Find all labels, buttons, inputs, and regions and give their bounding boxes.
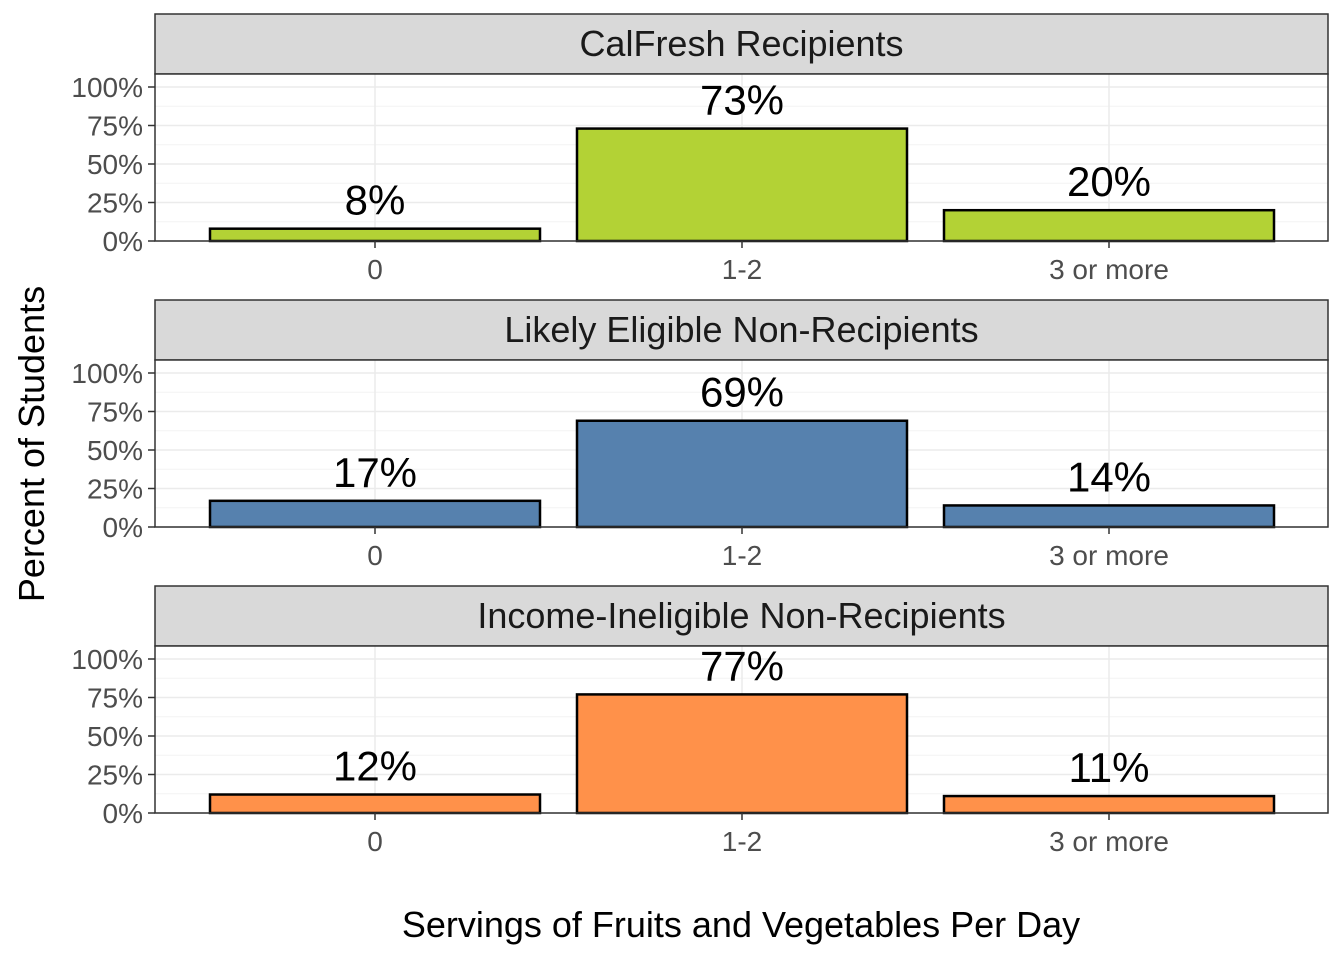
bar <box>208 793 542 815</box>
bar-value-label: 77% <box>700 642 784 689</box>
y-tick-label: 100% <box>71 358 143 389</box>
y-tick-label: 100% <box>71 644 143 675</box>
y-tick-label: 25% <box>87 188 143 219</box>
panel: Likely Eligible Non-Recipients 0% 25% 50% 75… <box>71 299 1329 571</box>
y-axis-title: Percent of Students <box>11 286 52 602</box>
panel-title: Income-Ineligible Non-Recipients <box>477 595 1005 636</box>
y-tick-label: 0% <box>103 226 143 257</box>
y-tick-label: 50% <box>87 435 143 466</box>
y-tick-label: 75% <box>87 397 143 428</box>
bar <box>575 127 909 243</box>
y-tick-label: 50% <box>87 149 143 180</box>
bar <box>208 227 542 243</box>
x-axis-title: Servings of Fruits and Vegetables Per Da… <box>402 904 1080 945</box>
bar <box>942 504 1276 529</box>
x-tick-label: 3 or more <box>1049 254 1169 285</box>
y-tick-label: 75% <box>87 111 143 142</box>
panel: CalFresh Recipients 0% 25% 50% 75% 100% 8% 73% 2… <box>71 13 1329 285</box>
panels: CalFresh Recipients 0% 25% 50% 75% 100% 8% 73% 2… <box>71 13 1329 857</box>
y-tick-label: 50% <box>87 721 143 752</box>
bar <box>942 794 1276 815</box>
bar <box>942 208 1276 243</box>
panel-title: CalFresh Recipients <box>579 23 903 64</box>
x-tick-label: 0 <box>367 254 383 285</box>
y-tick-label: 25% <box>87 760 143 791</box>
panel-strip <box>154 13 1329 75</box>
panel-strip <box>154 299 1329 361</box>
bar-value-label: 69% <box>700 369 784 416</box>
bar-value-label: 17% <box>333 449 417 496</box>
x-tick-label: 3 or more <box>1049 540 1169 571</box>
bar-value-label: 11% <box>1069 744 1150 791</box>
bar-value-label: 73% <box>700 77 784 124</box>
x-tick-label: 1-2 <box>722 254 762 285</box>
y-tick-label: 0% <box>103 512 143 543</box>
x-tick-label: 0 <box>367 826 383 857</box>
x-tick-label: 3 or more <box>1049 826 1169 857</box>
bar <box>575 693 909 815</box>
x-tick-label: 1-2 <box>722 540 762 571</box>
y-tick-label: 0% <box>103 798 143 829</box>
bar-value-label: 8% <box>345 177 406 224</box>
y-tick-label: 100% <box>71 72 143 103</box>
bar-value-label: 20% <box>1067 158 1151 205</box>
x-tick-label: 1-2 <box>722 826 762 857</box>
panel-title: Likely Eligible Non-Recipients <box>504 309 978 350</box>
bar-value-label: 12% <box>333 743 417 790</box>
panel: Income-Ineligible Non-Recipients 0% 25% 50%… <box>71 585 1329 857</box>
x-tick-label: 0 <box>367 540 383 571</box>
panel-strip <box>154 585 1329 647</box>
bar-value-label: 14% <box>1067 453 1151 500</box>
bar <box>575 419 909 529</box>
y-tick-label: 75% <box>87 683 143 714</box>
bar <box>208 499 542 529</box>
y-tick-label: 25% <box>87 474 143 505</box>
